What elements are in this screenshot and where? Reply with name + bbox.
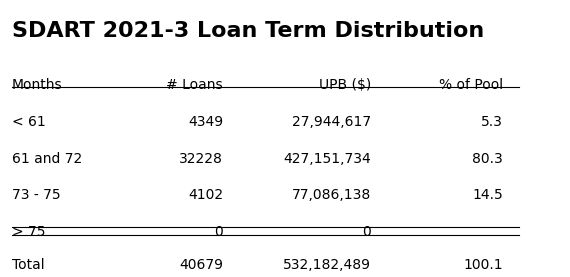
Text: 32228: 32228 (179, 152, 223, 166)
Text: 0: 0 (362, 225, 371, 239)
Text: 40679: 40679 (179, 258, 223, 272)
Text: 80.3: 80.3 (472, 152, 503, 166)
Text: < 61: < 61 (12, 115, 46, 129)
Text: 77,086,138: 77,086,138 (292, 188, 371, 202)
Text: 5.3: 5.3 (481, 115, 503, 129)
Text: % of Pool: % of Pool (439, 78, 503, 92)
Text: Total: Total (12, 258, 44, 272)
Text: 4349: 4349 (188, 115, 223, 129)
Text: SDART 2021-3 Loan Term Distribution: SDART 2021-3 Loan Term Distribution (12, 20, 484, 40)
Text: 14.5: 14.5 (472, 188, 503, 202)
Text: 61 and 72: 61 and 72 (12, 152, 82, 166)
Text: UPB ($): UPB ($) (319, 78, 371, 92)
Text: > 75: > 75 (12, 225, 46, 239)
Text: Months: Months (12, 78, 63, 92)
Text: 532,182,489: 532,182,489 (283, 258, 371, 272)
Text: 27,944,617: 27,944,617 (292, 115, 371, 129)
Text: 4102: 4102 (188, 188, 223, 202)
Text: 0: 0 (214, 225, 223, 239)
Text: # Loans: # Loans (166, 78, 223, 92)
Text: 427,151,734: 427,151,734 (283, 152, 371, 166)
Text: 100.1: 100.1 (463, 258, 503, 272)
Text: 73 - 75: 73 - 75 (12, 188, 60, 202)
